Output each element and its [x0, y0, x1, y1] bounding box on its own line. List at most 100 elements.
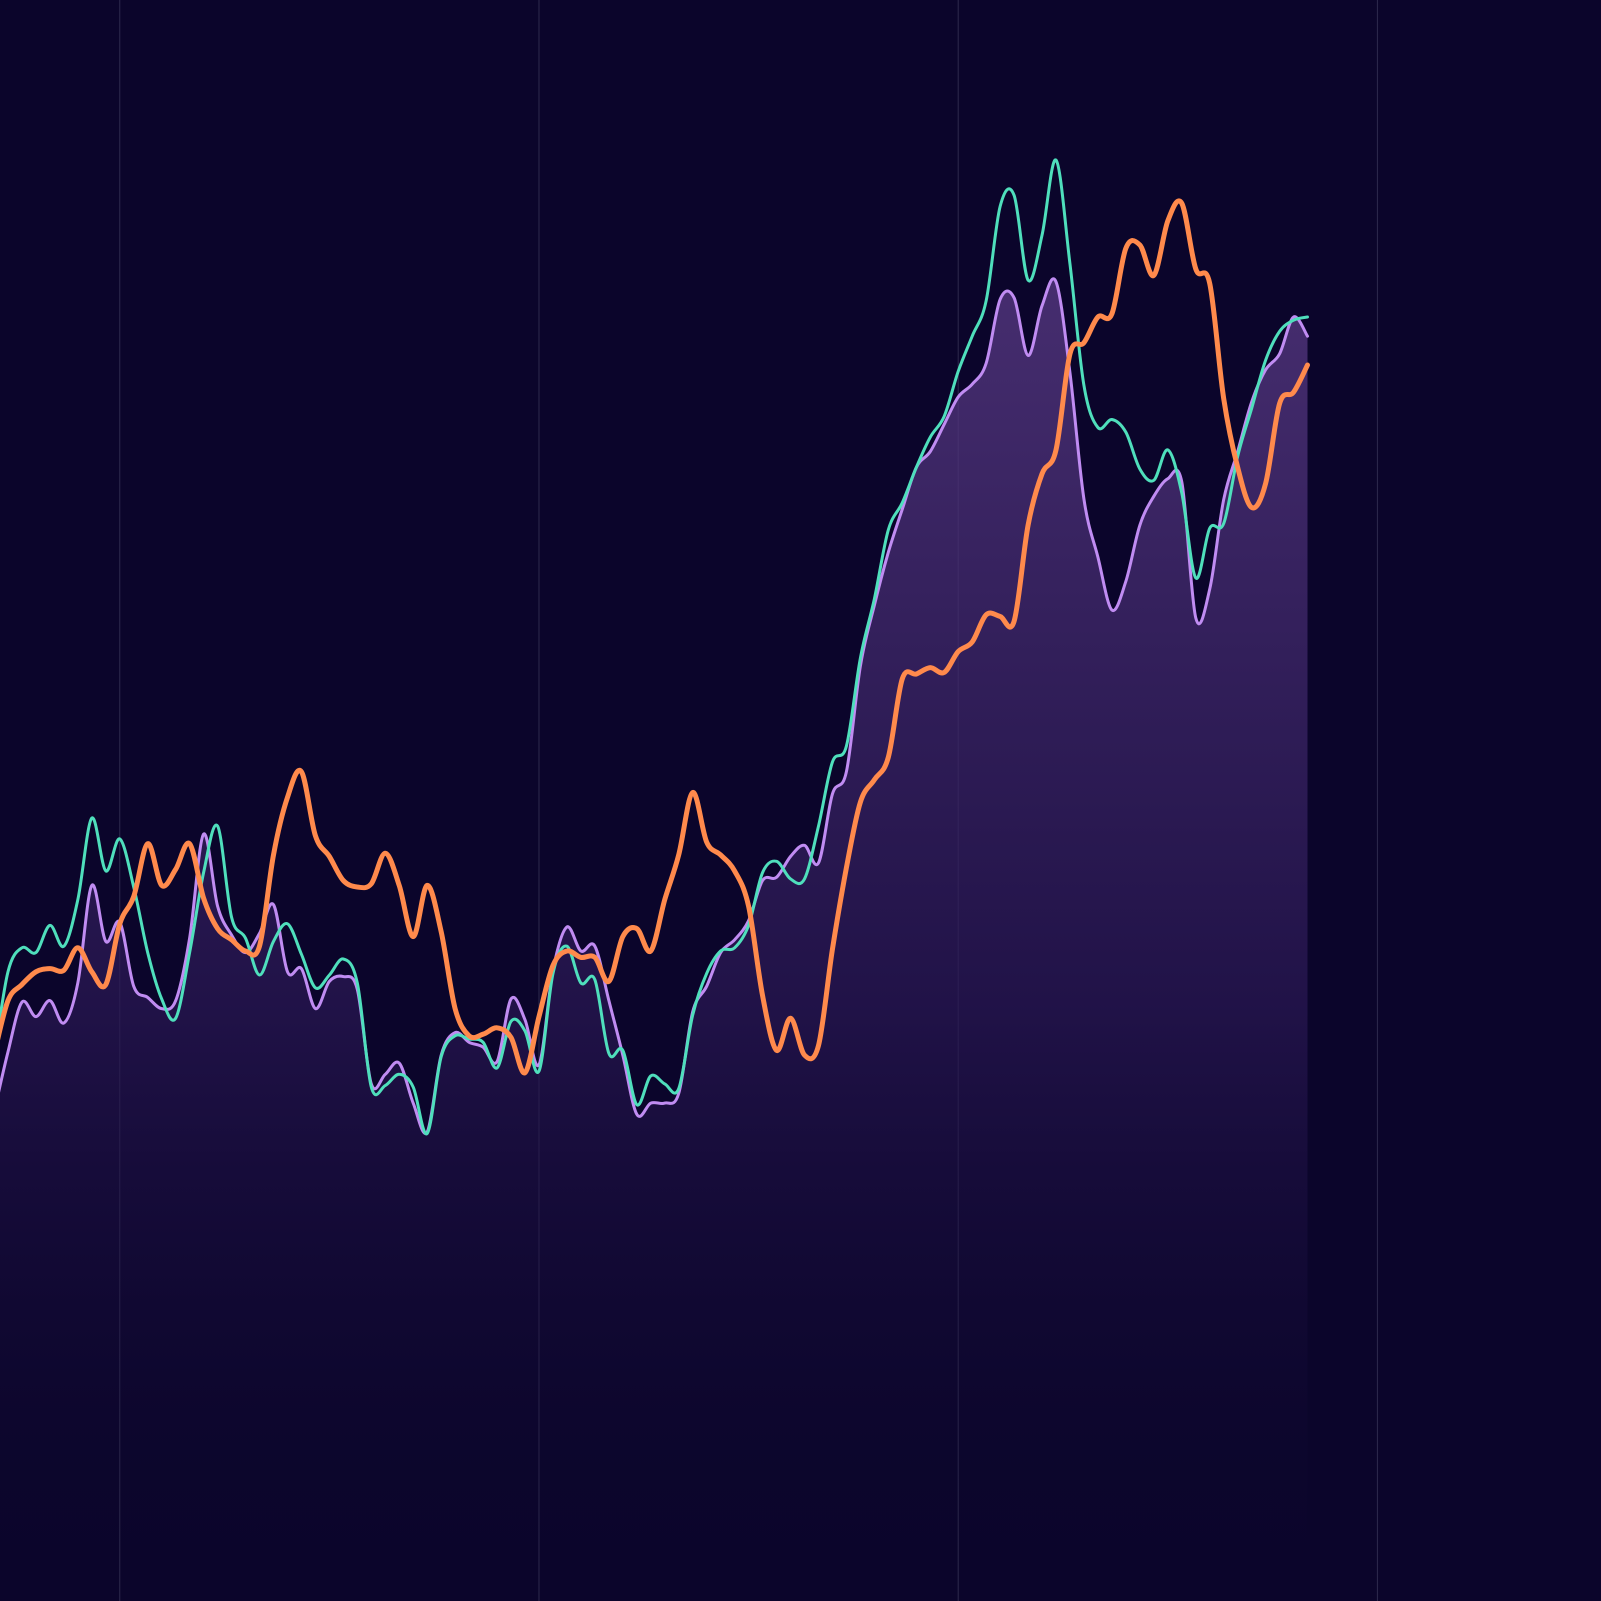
series-1-point-5 [63, 969, 65, 971]
series-3-point-25 [342, 976, 344, 978]
series-2-point-48 [664, 1083, 666, 1085]
series-1-point-16 [217, 928, 219, 930]
series-2-point-77 [1069, 263, 1071, 265]
series-1-point-77 [1069, 353, 1071, 355]
series-3-point-59 [818, 862, 820, 864]
series-3-point-71 [985, 362, 987, 364]
series-2-point-9 [119, 838, 121, 840]
series-1-point-70 [971, 641, 973, 643]
series-2-point-8 [105, 870, 107, 872]
series-2-point-37 [510, 1020, 512, 1022]
series-1-point-55 [762, 995, 764, 997]
series-3-point-79 [1097, 556, 1099, 558]
series-2-point-84 [1167, 449, 1169, 451]
series-2-point-19 [259, 974, 261, 976]
series-3-point-34 [468, 1041, 470, 1043]
series-1-point-20 [273, 854, 275, 856]
series-2-point-6 [77, 899, 79, 901]
series-1-point-74 [1027, 524, 1029, 526]
series-1-point-29 [398, 884, 400, 886]
series-2-point-44 [608, 1053, 610, 1055]
series-1-point-19 [259, 945, 261, 947]
series-2-point-50 [692, 1014, 694, 1016]
series-1-point-34 [468, 1035, 470, 1037]
series-1-point-9 [119, 923, 121, 925]
series-3-point-72 [999, 298, 1001, 300]
series-3-point-23 [314, 1008, 316, 1010]
series-1-point-93 [1293, 391, 1295, 393]
series-1-point-76 [1055, 449, 1057, 451]
series-1-point-24 [328, 856, 330, 858]
series-1-point-11 [147, 843, 149, 845]
series-2-point-58 [804, 878, 806, 880]
series-1-point-54 [748, 905, 750, 907]
series-3-point-1 [7, 1051, 9, 1053]
series-3-point-67 [929, 451, 931, 453]
series-3-point-20 [273, 904, 275, 906]
series-2-point-14 [189, 952, 191, 954]
series-1-point-33 [454, 1008, 456, 1010]
series-1-point-72 [999, 615, 1001, 617]
series-1-point-50 [692, 792, 694, 794]
series-3-point-74 [1027, 354, 1029, 356]
series-1-point-82 [1139, 244, 1141, 246]
series-1-point-57 [790, 1017, 792, 1019]
series-2-point-65 [901, 502, 903, 504]
series-2-point-54 [748, 924, 750, 926]
series-layer [0, 158, 1310, 1136]
series-3-point-65 [901, 508, 903, 510]
series-3-point-91 [1265, 369, 1267, 371]
series-1-point-53 [734, 870, 736, 872]
series-1-point-25 [342, 880, 344, 882]
series-3-point-94 [1307, 335, 1309, 337]
series-2-point-30 [412, 1086, 414, 1088]
series-3-point-88 [1223, 499, 1225, 501]
series-2-point-25 [342, 958, 344, 960]
series-1-point-91 [1265, 483, 1267, 485]
series-3-point-85 [1181, 481, 1183, 483]
series-3-point-69 [957, 396, 959, 398]
series-2-point-45 [622, 1049, 624, 1051]
series-2-point-64 [887, 529, 889, 531]
series-1-line [0, 198, 1310, 1076]
series-3-point-73 [1013, 297, 1015, 299]
series-2-point-28 [384, 1085, 386, 1087]
series-1-point-30 [412, 936, 414, 938]
series-3-point-16 [217, 905, 219, 907]
series-2-point-72 [999, 206, 1001, 208]
series-1-point-87 [1209, 282, 1211, 284]
series-2-point-52 [720, 950, 722, 952]
series-1-point-38 [524, 1072, 526, 1074]
series-1-point-64 [887, 756, 889, 758]
series-2-point-69 [957, 370, 959, 372]
series-1-point-36 [496, 1027, 498, 1029]
series-3-point-7 [91, 884, 93, 886]
series-1-point-44 [608, 980, 610, 982]
series-2-point-92 [1279, 330, 1281, 332]
series-3-point-80 [1111, 609, 1113, 611]
series-3-point-37 [510, 998, 512, 1000]
series-1-point-68 [943, 671, 945, 673]
series-1-point-13 [175, 868, 177, 870]
series-3-area-fill [0, 279, 1308, 1601]
series-1-point-83 [1153, 274, 1155, 276]
series-2-point-56 [776, 860, 778, 862]
series-3-point-53 [734, 939, 736, 941]
series-2-point-91 [1265, 359, 1267, 361]
series-1-point-46 [636, 928, 638, 930]
series-3-point-56 [776, 876, 778, 878]
series-2-point-43 [594, 979, 596, 981]
series-1-point-56 [776, 1049, 778, 1051]
series-2-point-22 [300, 953, 302, 955]
series-1-point-94 [1307, 364, 1309, 366]
series-3-point-55 [762, 880, 764, 882]
series-1-point-92 [1279, 403, 1281, 405]
series-2-point-17 [231, 916, 233, 918]
series-3-point-22 [300, 968, 302, 970]
series-3-point-68 [943, 423, 945, 425]
series-1-point-14 [189, 843, 191, 845]
series-1-point-18 [245, 950, 247, 952]
series-3-point-12 [161, 1008, 163, 1010]
